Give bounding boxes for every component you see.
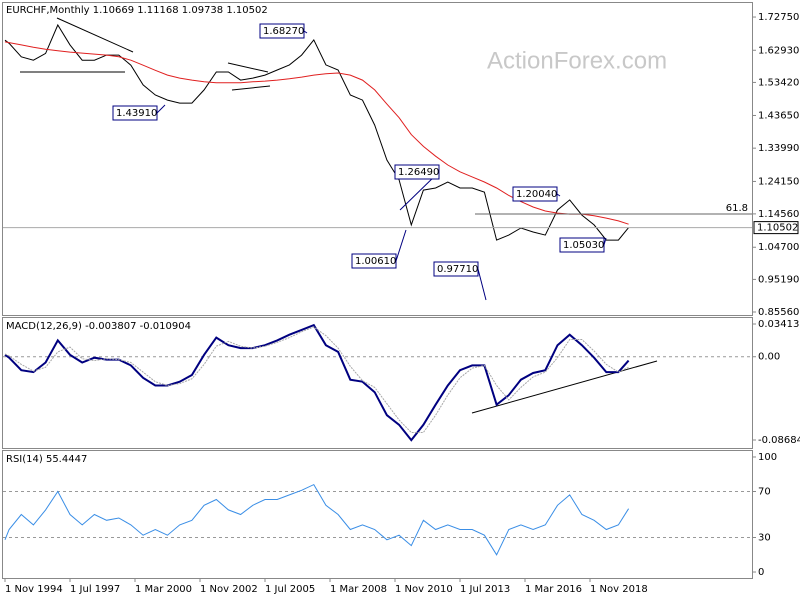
y-tick-label: 1.33990: [758, 143, 799, 154]
x-tick-label: 1 Jul 2005: [265, 584, 315, 595]
watermark: ActionForex.com: [487, 47, 667, 74]
rsi-title: RSI(14) 55.4447: [6, 454, 87, 465]
series-line: [4, 326, 629, 433]
annotation-connector: [477, 268, 487, 301]
annotation-box: [433, 261, 479, 277]
x-tick-label: 1 Nov 1994: [5, 584, 63, 595]
annotation-box: [259, 23, 305, 39]
rsi-panel: [2, 450, 753, 579]
y-tick-label: 30: [758, 533, 771, 544]
macd-title: MACD(12,26,9) -0.003807 -0.010904: [6, 321, 191, 332]
x-tick-label: 1 Nov 2018: [590, 584, 648, 595]
y-tick-label: 0.00: [758, 352, 780, 363]
x-tick-label: 1 Mar 2008: [330, 584, 387, 595]
y-tick-label: 0.85560: [758, 307, 799, 318]
y-tick-label: 1.62930: [758, 45, 799, 56]
x-tick-label: 1 Jul 1997: [70, 584, 120, 595]
macd-panel: [2, 317, 753, 449]
annotation-box: [112, 105, 158, 121]
y-tick-label: 0: [758, 567, 764, 578]
last-price-label: 1.10502: [757, 223, 798, 234]
series-line: [4, 323, 630, 442]
annotation-label: 1.26490: [398, 167, 439, 178]
y-tick-label: 1.04700: [758, 242, 799, 253]
x-tick-label: 1 Mar 2000: [135, 584, 192, 595]
series-line: [4, 23, 629, 241]
y-tick-label: 70: [758, 486, 771, 497]
trend-lines: [20, 17, 658, 414]
annotation-box: [559, 237, 605, 253]
annotation-box: [351, 253, 397, 269]
series-line: [4, 483, 630, 556]
y-tick-label: 1.72750: [758, 12, 799, 23]
y-tick-label: 1.14560: [758, 209, 799, 220]
x-tick-label: 1 Nov 2002: [200, 584, 258, 595]
series-line: [4, 41, 629, 225]
annotation-connector: [395, 229, 407, 262]
annotation-box: [394, 164, 440, 180]
y-tick-label: 1.43650: [758, 110, 799, 121]
annotation-label: 0.97710: [437, 264, 478, 275]
y-tick-label: 1.24150: [758, 176, 799, 187]
annotation-label: 1.05030: [563, 240, 604, 251]
annotation-label: 1.00610: [355, 256, 396, 267]
annotation-label: 1.68270: [263, 26, 304, 37]
price-title: EURCHF,Monthly 1.10669 1.11168 1.09738 1…: [6, 5, 268, 16]
annotation-box: [512, 186, 558, 202]
fib-label: 61.8: [726, 203, 748, 214]
x-tick-label: 1 Jul 2013: [460, 584, 510, 595]
y-tick-label: 100: [758, 452, 777, 463]
x-tick-label: 1 Mar 2016: [525, 584, 582, 595]
price-panel: [2, 2, 753, 316]
y-tick-label: 0.034137: [758, 319, 800, 330]
last-price-box: [753, 221, 799, 235]
x-tick-label: 1 Nov 2010: [395, 584, 453, 595]
y-tick-label: -0.086849: [758, 435, 800, 446]
y-tick-label: 0.95190: [758, 274, 799, 285]
y-tick-label: 1.53420: [758, 77, 799, 88]
annotation-label: 1.20040: [516, 189, 557, 200]
annotation-connector: [156, 104, 166, 114]
annotation-label: 1.43910: [116, 108, 157, 119]
